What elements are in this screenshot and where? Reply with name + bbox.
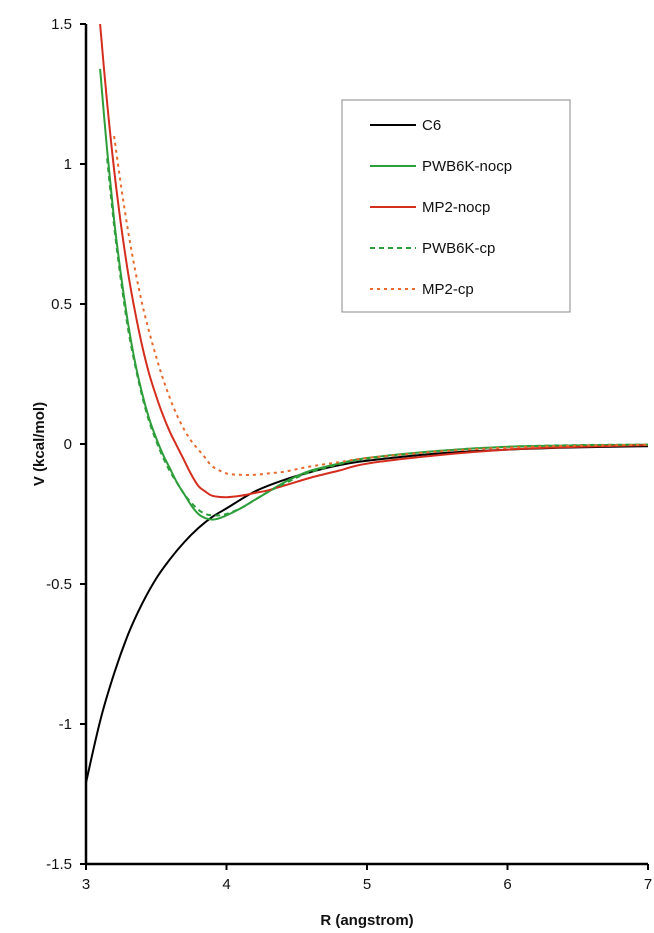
x-tick-label: 7 [644,876,652,893]
y-tick-label: 0 [64,436,72,453]
x-tick-label: 3 [82,876,90,893]
y-tick-label: -0.5 [46,576,72,593]
x-tick-label: 5 [363,876,371,893]
legend-label: MP2-cp [422,281,474,298]
legend-label: MP2-nocp [422,199,490,216]
y-tick-label: 1 [64,156,72,173]
legend-label: C6 [422,117,441,134]
series-line-c6 [86,446,648,783]
x-tick-label: 4 [222,876,230,893]
y-tick-label: -1.5 [46,856,72,873]
y-tick-label: 1.5 [51,16,72,33]
x-tick-label: 6 [503,876,511,893]
legend-label: PWB6K-nocp [422,158,512,175]
legend: C6 PWB6K-nocp MP2-nocp PWB6K-cp MP2-cp [342,100,570,312]
y-tick-label: -1 [59,716,72,733]
x-axis-title: R (angstrom) [320,912,413,929]
legend-label: PWB6K-cp [422,240,495,257]
y-axis-title: V (kcal/mol) [31,402,48,486]
y-tick-label: 0.5 [51,296,72,313]
